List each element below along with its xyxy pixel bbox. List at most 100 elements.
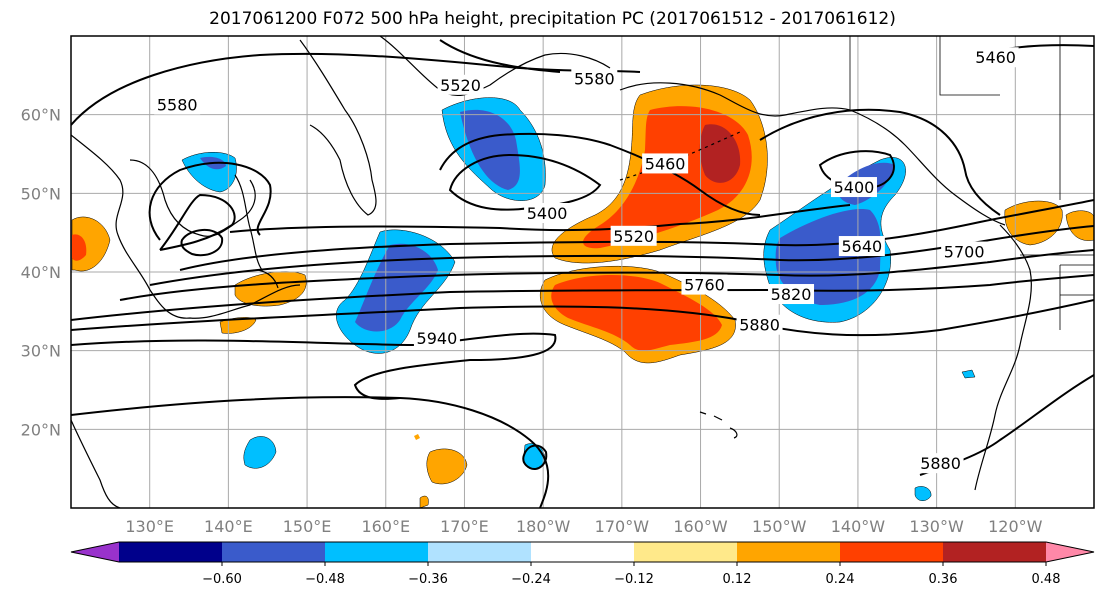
longitude-labels: 130°E 140°E 150°E 160°E 170°E 180°W 170°W 160°W… <box>125 517 1042 536</box>
latitude-label: 40°N <box>21 263 61 282</box>
colorbar-segment <box>737 542 841 562</box>
contour-label-background <box>154 94 201 115</box>
contour-label-background <box>610 225 657 246</box>
latitude-label: 50°N <box>21 184 61 203</box>
canada-province-border <box>939 36 1061 200</box>
longitude-label: 130°W <box>909 517 964 536</box>
borders <box>849 36 1094 330</box>
longitude-label: 140°E <box>204 517 253 536</box>
colorbar-tick-label: 0.36 <box>929 572 958 587</box>
positive-anomaly-region <box>426 448 468 485</box>
contour-label-background <box>972 47 1019 68</box>
contour-label-background <box>941 241 988 262</box>
contour-label: 5520 <box>440 76 481 95</box>
contour-5400-west <box>448 153 602 211</box>
longitude-label: 160°E <box>361 517 410 536</box>
contour-label: 5940 <box>417 329 458 348</box>
colorbar-segment <box>119 542 223 562</box>
colorbar-tick-label: −0.60 <box>202 572 242 587</box>
contour-small-west <box>180 229 224 257</box>
colorbar-outline <box>70 541 1095 563</box>
contour-label: 5820 <box>771 285 812 304</box>
positive-anomaly-region <box>551 274 722 351</box>
contour-label-background <box>681 274 728 295</box>
colorbar-segment <box>840 542 944 562</box>
positive-anomaly-region <box>1065 210 1094 241</box>
contour-5940 <box>71 332 557 400</box>
map-title: 2017061200 F072 500 hPa height, precipit… <box>209 9 896 29</box>
asia-coastline <box>71 134 301 319</box>
contour-5700 <box>149 225 1094 286</box>
contour-label-background <box>642 153 689 174</box>
colorbar-extend-high <box>1046 542 1094 562</box>
contour-label: 5460 <box>645 154 686 173</box>
contour-label-background <box>413 328 460 349</box>
colorbar-segment <box>325 542 429 562</box>
contour-label-background <box>571 68 618 89</box>
colorbar-tick-label: 0.48 <box>1032 572 1061 587</box>
colorbar-tick-label: −0.12 <box>614 572 654 587</box>
map-plot-area: 5520 5580 5460 5580 5460 5400 5400 5520 5640 5700… <box>71 36 1094 508</box>
colorbar-segment <box>428 542 532 562</box>
colorbar: −0.60 −0.48 −0.36 −0.24 −0.12 0.12 0.24 0.36 0.4… <box>70 541 1095 587</box>
colorbar-segment <box>943 542 1047 562</box>
colorbar-tick-label: −0.48 <box>305 572 345 587</box>
longitude-label: 180°W <box>516 517 571 536</box>
contour-small-southeast <box>522 444 548 470</box>
contour-5880-lower <box>71 374 1094 508</box>
map-frame <box>70 35 1095 509</box>
latitude-labels: 60°N 50°N 40°N 30°N 20°N <box>21 106 61 440</box>
contour-label: 5760 <box>684 276 725 295</box>
contour-label: 5400 <box>527 204 568 223</box>
contour-label: 5520 <box>613 227 654 246</box>
colorbar-extend-low <box>71 542 119 562</box>
colorbar-segment <box>222 542 326 562</box>
colorbar-tick-label: 0.24 <box>826 572 855 587</box>
contour-label: 5580 <box>157 95 198 114</box>
negative-anomaly-region <box>914 486 932 501</box>
contour-label-background <box>768 284 815 305</box>
colorbar-tick-label: 0.12 <box>723 572 752 587</box>
positive-anomaly-region <box>699 124 741 183</box>
longitude-label: 140°W <box>831 517 886 536</box>
contour-5640 <box>179 199 1094 271</box>
contour-label: 5880 <box>920 454 961 473</box>
positive-anomaly-region <box>419 495 429 508</box>
latitude-label: 60°N <box>21 106 61 125</box>
negative-anomaly-region <box>961 369 976 379</box>
longitude-label: 120°W <box>988 517 1043 536</box>
negative-anomaly-region <box>355 243 438 332</box>
negative-anomaly-region <box>775 209 881 305</box>
contour-label: 5460 <box>975 48 1016 67</box>
positive-anomaly-region <box>72 234 87 261</box>
contour-label: 5640 <box>841 237 882 256</box>
contour-label: 5700 <box>944 243 985 262</box>
contour-5520 <box>159 39 851 251</box>
longitude-label: 150°W <box>752 517 807 536</box>
contour-label: 5880 <box>739 316 780 335</box>
negative-anomaly-region <box>460 109 520 190</box>
contour-label-background <box>838 236 885 257</box>
colorbar-segment <box>531 542 635 562</box>
contour-5880-upper <box>71 299 1094 337</box>
latitude-label: 20°N <box>21 420 61 439</box>
contour-label-background <box>917 453 964 474</box>
siberia-coastline <box>379 36 611 97</box>
contour-label-background <box>524 203 571 223</box>
longitude-label: 170°W <box>595 517 650 536</box>
alaska-coastline <box>619 82 1006 226</box>
longitude-label: 160°W <box>673 517 728 536</box>
colorbar-tick-label: −0.24 <box>511 572 551 587</box>
colorbar-segment <box>634 542 738 562</box>
longitude-label: 170°E <box>440 517 489 536</box>
north-america-coastline <box>974 224 1032 491</box>
contour-label: 5400 <box>834 178 875 197</box>
kamchatka-coastline <box>299 39 377 216</box>
southeast-asia-coastline <box>71 419 121 508</box>
negative-anomaly-region <box>243 436 277 469</box>
contour-labels: 5520 5580 5460 5580 5460 5400 5400 5520 5640 5700… <box>154 47 1019 474</box>
positive-anomaly-region <box>414 434 420 440</box>
contour-label: 5580 <box>574 69 615 88</box>
hawaiian-islands <box>699 411 738 439</box>
